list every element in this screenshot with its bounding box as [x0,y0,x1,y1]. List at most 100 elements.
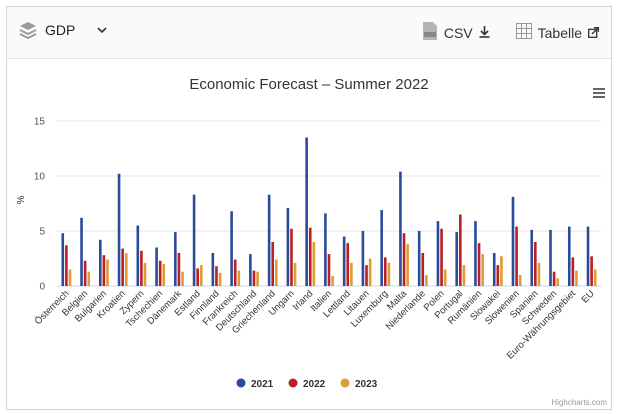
bar-2023[interactable] [143,262,147,286]
bar-2022[interactable] [158,260,162,286]
legend-marker-2022[interactable] [288,378,298,388]
legend-marker-2023[interactable] [340,378,350,388]
bar-2023[interactable] [237,270,241,286]
bar-2023[interactable] [68,269,72,287]
legend-label-2023[interactable]: 2023 [355,379,378,390]
bar-2023[interactable] [312,242,316,286]
legend-label-2022[interactable]: 2022 [303,379,326,390]
bar-2022[interactable] [365,265,368,286]
bar-2022[interactable] [590,256,593,286]
bar-2022[interactable] [65,245,68,286]
bar-2021[interactable] [567,226,571,286]
bar-2022[interactable] [327,254,331,286]
bar-2023[interactable] [350,262,353,286]
bar-2023[interactable] [256,271,259,286]
bar-2021[interactable] [455,232,459,286]
bar-2022[interactable] [308,227,312,286]
bar-2023[interactable] [368,258,372,287]
bar-2023[interactable] [331,276,334,286]
legend-label-2021[interactable]: 2021 [251,379,274,390]
bar-2021[interactable] [136,225,140,287]
bar-2023[interactable] [162,264,166,286]
bar-2021[interactable] [249,254,252,286]
bar-2021[interactable] [492,253,496,286]
bar-2021[interactable] [155,247,158,287]
bar-2023[interactable] [575,270,578,286]
bar-2022[interactable] [290,228,293,286]
bar-2021[interactable] [417,231,421,286]
bar-2021[interactable] [286,207,290,286]
credits-link[interactable]: Highcharts.com [551,398,607,407]
bar-2021[interactable] [549,229,552,286]
table-view-button[interactable]: Tabelle [515,23,600,42]
bar-2022[interactable] [534,242,537,286]
bar-2022[interactable] [440,228,443,286]
bar-2022[interactable] [421,253,425,286]
bar-2023[interactable] [518,275,522,286]
bar-2021[interactable] [399,171,402,286]
bar-2021[interactable] [436,221,440,286]
bar-2021[interactable] [80,217,83,286]
bar-2022[interactable] [215,266,218,286]
bar-2023[interactable] [199,265,203,286]
bar-2021[interactable] [192,194,196,286]
hamburger-menu-icon[interactable] [593,88,605,98]
bar-2023[interactable] [87,271,91,286]
bar-2023[interactable] [124,253,128,286]
bar-2022[interactable] [459,214,462,287]
bar-2023[interactable] [500,256,503,286]
bar-2022[interactable] [233,259,237,286]
bar-2021[interactable] [511,196,515,286]
bar-2023[interactable] [106,259,109,286]
bar-2021[interactable] [267,194,271,286]
bar-2021[interactable] [98,239,102,286]
bar-2022[interactable] [177,253,181,286]
bar-2022[interactable] [496,265,500,286]
bar-2023[interactable] [181,271,184,286]
bar-2023[interactable] [387,262,391,286]
bar-2021[interactable] [342,236,346,287]
bar-2022[interactable] [252,270,256,286]
bar-2022[interactable] [121,248,124,286]
bar-2023[interactable] [462,265,466,286]
bar-2021[interactable] [230,211,233,286]
bar-2023[interactable] [593,269,597,287]
bar-2022[interactable] [552,271,556,286]
bar-2021[interactable] [361,231,365,286]
bar-2021[interactable] [380,210,383,286]
legend-marker-2021[interactable] [236,378,246,388]
bar-2022[interactable] [402,233,406,286]
chart-panel: GDP CSV [6,6,612,410]
bar-2023[interactable] [218,272,222,286]
bar-2021[interactable] [305,137,308,287]
bar-2023[interactable] [481,254,484,286]
bar-2023[interactable] [406,244,409,286]
bar-2021[interactable] [530,229,534,286]
bar-2021[interactable] [211,253,215,286]
bar-2022[interactable] [515,226,518,286]
bar-2021[interactable] [324,213,327,286]
dataset-selector[interactable]: GDP [19,21,107,39]
bar-2023[interactable] [537,262,541,286]
bar-2022[interactable] [271,242,275,286]
bar-2022[interactable] [477,243,481,286]
csv-download-button[interactable]: CSV [422,21,490,44]
bar-2022[interactable] [196,268,199,286]
bar-2022[interactable] [383,257,387,286]
bar-2023[interactable] [443,269,447,287]
bar-2023[interactable] [275,259,278,286]
bar-2023[interactable] [556,278,560,286]
bar-2022[interactable] [346,243,350,286]
bar-2023[interactable] [425,275,428,286]
bar-2021[interactable] [474,221,477,286]
bar-2021[interactable] [174,232,177,286]
bar-2022[interactable] [140,250,143,286]
bar-2022[interactable] [102,255,106,286]
bar-2022[interactable] [83,260,87,286]
bar-2021[interactable] [117,173,121,286]
bar-2021[interactable] [61,233,65,286]
bar-2023[interactable] [293,262,297,286]
y-tick-label: 5 [39,227,45,238]
bar-2021[interactable] [586,226,590,286]
bar-2022[interactable] [571,257,575,286]
